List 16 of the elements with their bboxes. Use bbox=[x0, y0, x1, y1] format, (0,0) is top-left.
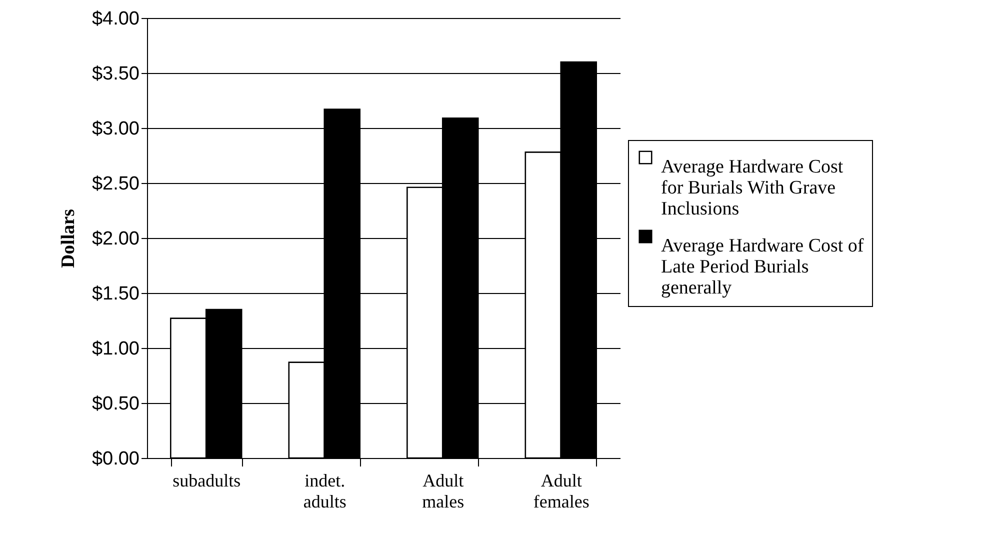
x-tick-label: indet. adults bbox=[303, 470, 346, 512]
y-axis-title: Dollars bbox=[58, 208, 79, 268]
x-tick-label: Adult males bbox=[422, 470, 464, 512]
y-tick-label: $0.00 bbox=[92, 448, 140, 470]
y-tick-label: $0.50 bbox=[92, 394, 140, 414]
y-tick-label: $1.00 bbox=[92, 338, 140, 360]
y-tick-label: $2.00 bbox=[92, 228, 140, 250]
y-tick-label: $3.50 bbox=[92, 64, 140, 84]
y-tick-label: $2.50 bbox=[92, 174, 140, 194]
y-tick-label: $4.00 bbox=[92, 8, 140, 30]
legend-label: Average Hardware Cost for Burials With Grave Inclusions bbox=[661, 156, 844, 220]
y-tick-label: $3.00 bbox=[92, 118, 140, 140]
y-tick-label: $1.50 bbox=[92, 284, 140, 304]
legend-label: Average Hardware Cost of Late Period Burials generally bbox=[661, 236, 864, 298]
x-tick-label: Adult females bbox=[533, 470, 590, 512]
x-tick-label: subadults bbox=[172, 470, 241, 490]
